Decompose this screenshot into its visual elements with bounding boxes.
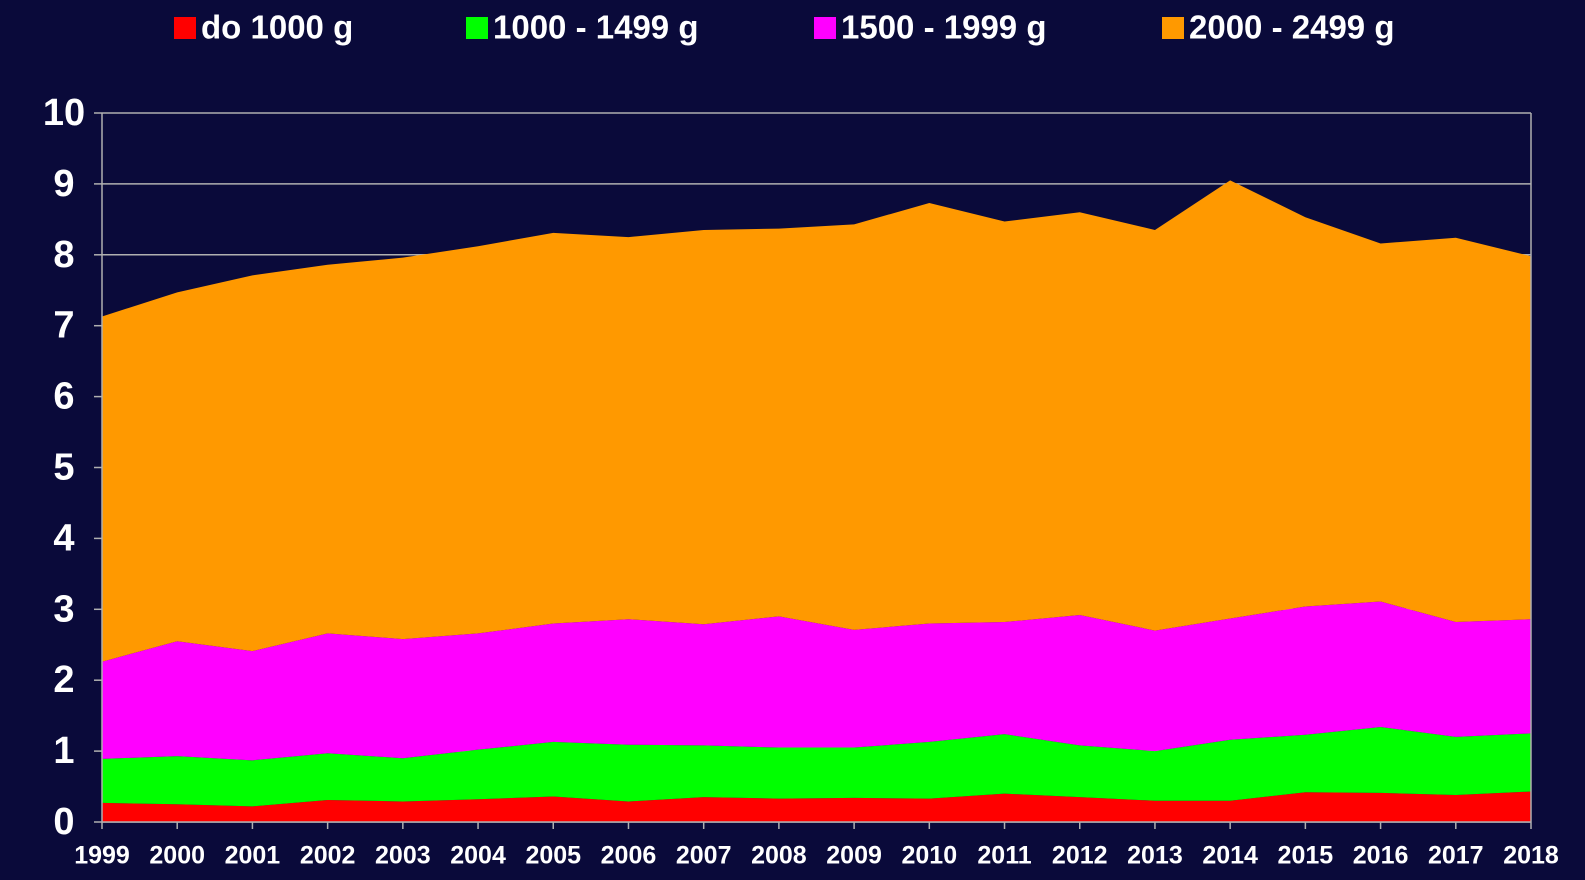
- y-tick-label: 4: [53, 517, 74, 559]
- y-tick-label: 8: [53, 234, 74, 276]
- x-tick-label: 2002: [300, 842, 356, 870]
- legend-swatch: [174, 17, 196, 39]
- x-tick-label: 2007: [676, 842, 732, 870]
- x-tick-label: 2000: [149, 842, 205, 870]
- x-tick-label: 2012: [1052, 842, 1108, 870]
- x-tick-label: 2015: [1278, 842, 1334, 870]
- x-tick-label: 2008: [751, 842, 807, 870]
- legend-label: do 1000 g: [201, 9, 353, 46]
- area: [102, 601, 1531, 761]
- area: [102, 726, 1531, 807]
- y-tick-label: 2: [53, 659, 74, 701]
- y-tick-label: 5: [53, 447, 74, 489]
- legend-swatch: [814, 17, 836, 39]
- y-tick-label: 10: [43, 92, 85, 134]
- legend-label: 1000 - 1499 g: [493, 9, 698, 46]
- y-tick-label: 3: [53, 588, 74, 630]
- y-tick-label: 9: [53, 163, 74, 205]
- y-tick-label: 1: [53, 730, 74, 772]
- x-tick-label: 2005: [525, 842, 581, 870]
- x-tick-label: 2006: [601, 842, 657, 870]
- x-tick-label: 2014: [1202, 842, 1258, 870]
- x-tick-label: 2004: [450, 842, 506, 870]
- x-tick-label: 2018: [1503, 842, 1559, 870]
- x-tick-label: 2013: [1127, 842, 1183, 870]
- area: [102, 791, 1531, 822]
- x-tick-label: 1999: [74, 842, 130, 870]
- legend-swatch: [466, 17, 488, 39]
- legend-swatch: [1162, 17, 1184, 39]
- x-tick-label: 2001: [225, 842, 281, 870]
- x-tick-label: 2017: [1428, 842, 1484, 870]
- x-tick-label: 2009: [826, 842, 882, 870]
- x-tick-label: 2010: [902, 842, 958, 870]
- x-tick-label: 2011: [977, 842, 1031, 870]
- y-tick-label: 6: [53, 376, 74, 418]
- legend-label: 1500 - 1999 g: [841, 9, 1046, 46]
- y-tick-label: 7: [53, 305, 74, 347]
- x-tick-label: 2003: [375, 842, 431, 870]
- area: [102, 180, 1531, 662]
- legend-label: 2000 - 2499 g: [1189, 9, 1394, 46]
- x-tick-label: 2016: [1353, 842, 1409, 870]
- y-tick-label: 0: [53, 801, 74, 843]
